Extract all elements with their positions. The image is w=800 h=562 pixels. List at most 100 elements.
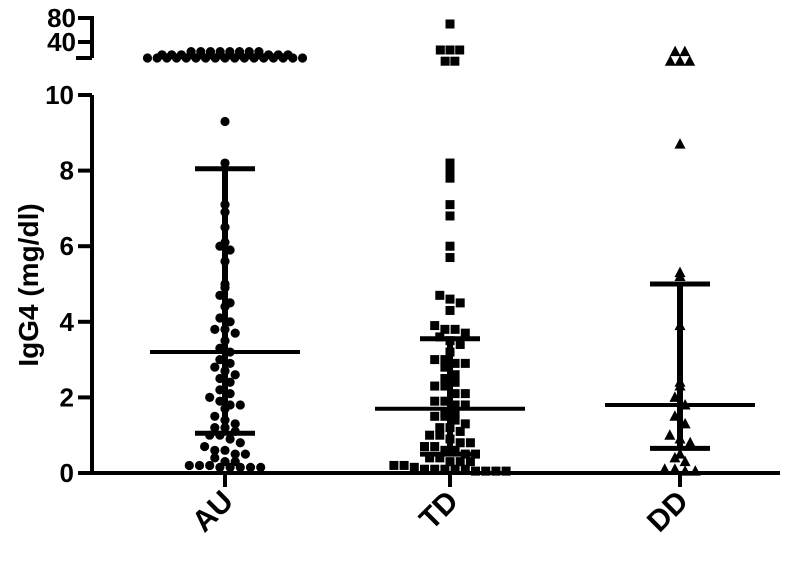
data-point [268,53,279,63]
data-point [450,358,460,368]
data-point [399,460,409,470]
data-point [440,374,450,383]
data-point [679,465,691,476]
data-point [210,411,220,421]
data-point [152,53,162,63]
data-point [669,45,681,57]
y-tick-label: 0 [60,458,74,488]
data-point [445,200,455,210]
data-point [210,453,220,463]
data-point [230,53,240,63]
data-point [184,460,194,471]
x-tick-label: TD [413,485,465,537]
data-point [460,328,470,338]
data-point [455,438,465,448]
data-point [465,457,475,467]
data-point [430,442,440,452]
data-point [205,460,215,471]
data-point [440,362,450,372]
data-point [471,466,480,476]
data-point [684,55,696,66]
data-point [220,53,230,63]
data-point [181,53,191,63]
data-point [205,392,215,402]
data-point [455,426,465,436]
data-point [501,466,511,476]
data-point [230,419,240,429]
data-point [455,339,465,349]
data-point [220,116,230,127]
data-point [445,211,455,221]
data-point [225,434,235,444]
data-point [491,466,501,476]
data-point [435,423,445,433]
data-point [420,442,429,452]
data-point [215,462,225,472]
data-point [430,355,440,365]
data-point [445,457,455,467]
data-point [445,45,455,55]
data-point [465,438,475,448]
data-point [445,253,455,263]
x-tick-label: DD [641,485,695,539]
data-point [230,449,240,459]
data-point [445,19,455,29]
data-point [679,455,691,467]
data-point [440,396,450,406]
data-point [455,298,465,308]
data-point [162,53,172,63]
data-point [440,56,450,66]
data-point [445,294,455,304]
data-point [220,158,230,168]
data-point [669,463,681,474]
y-tick-label: 40 [47,27,76,57]
data-point [210,53,220,63]
y-tick-label: 80 [47,3,76,33]
data-point [450,400,460,410]
data-point [235,438,245,448]
data-point [450,445,460,455]
data-point [450,415,460,425]
y-tick-label: 10 [45,80,74,110]
data-point [674,55,686,66]
data-point [256,462,266,472]
data-point [445,158,455,168]
data-point [679,45,691,57]
data-point [445,241,455,251]
data-point [245,462,256,472]
data-point [297,53,308,63]
data-point [440,355,450,365]
data-point [430,381,440,391]
data-point [425,430,435,440]
data-point [445,305,455,315]
data-point [435,290,445,300]
data-point [171,53,182,63]
data-point [230,328,240,338]
data-point [440,411,450,421]
data-point [440,464,450,474]
data-point [235,400,245,410]
x-tick-labels: AU TD DD [186,473,695,539]
data-point [450,464,460,474]
data-point [425,453,435,463]
data-point [450,389,460,399]
x-tick-label: AU [186,485,240,539]
data-point [674,448,686,459]
data-point [440,324,450,334]
data-point [460,419,470,429]
data-point [664,429,676,440]
data-point [430,321,440,331]
data-point [684,436,696,448]
data-point [450,408,460,418]
data-point [142,53,153,63]
data-point [201,53,211,63]
data-point [225,462,235,472]
data-point [200,441,210,452]
data-point [445,166,455,176]
data-point [249,53,259,63]
data-point [460,400,470,410]
y-tick-label: 6 [60,231,74,261]
data-point [664,55,676,66]
